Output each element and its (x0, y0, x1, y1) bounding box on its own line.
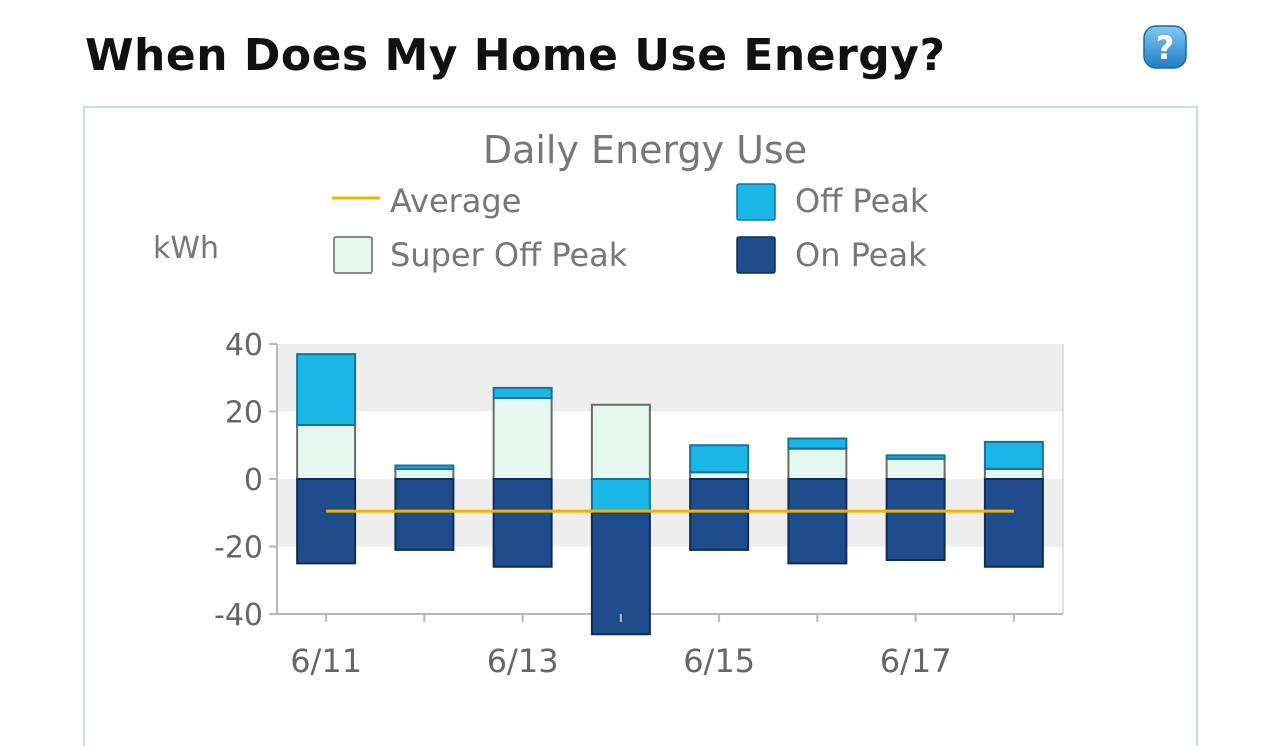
bar-super-off-peak (787, 447, 848, 480)
x-tick-label: 6/17 (880, 642, 952, 680)
bar-super-off-peak (296, 424, 357, 480)
grid-band (277, 344, 1063, 412)
bar-off-peak (787, 437, 848, 450)
bar-off-peak (885, 454, 946, 460)
plot-area: 40 20 0 -20 -40 6/11 6/13 6/15 6/17 (214, 328, 1064, 680)
legend-average-label: Average (390, 182, 521, 220)
bar-on-peak (394, 478, 455, 551)
help-question-mark-icon[interactable]: ? (1142, 24, 1188, 70)
bar-super-off-peak (492, 397, 553, 480)
legend-off-peak-swatch (736, 183, 776, 221)
legend-super-off-peak-label: Super Off Peak (390, 236, 628, 274)
bar-off-peak (590, 478, 651, 514)
y-tick-label: 40 (225, 328, 263, 363)
legend-super-off-peak-swatch (333, 236, 373, 274)
chart-panel: Daily Energy Use kWh Average Off Peak Su… (83, 106, 1198, 746)
x-tick-label: 6/15 (683, 642, 755, 680)
y-tick-label: 20 (225, 396, 263, 431)
y-tick-label: 0 (244, 463, 263, 498)
y-tick-label: -20 (214, 531, 263, 566)
y-axis-label: kWh (153, 231, 219, 266)
legend-on-peak-label: On Peak (795, 236, 927, 274)
bar-super-off-peak (885, 457, 946, 480)
bar-super-off-peak (394, 467, 455, 480)
bar-on-peak (983, 478, 1044, 568)
bar-off-peak (394, 464, 455, 470)
bar-on-peak (787, 478, 848, 565)
chart-legend: Average Off Peak Super Off Peak On Peak (332, 182, 929, 274)
bar-super-off-peak (689, 471, 750, 480)
x-tick-label: 6/11 (290, 642, 362, 680)
bar-off-peak (296, 353, 357, 426)
svg-text:?: ? (1156, 29, 1175, 67)
bar-super-off-peak (983, 467, 1044, 480)
bar-off-peak (689, 444, 750, 474)
y-tick-label: -40 (214, 598, 263, 633)
bar-on-peak (296, 478, 357, 565)
bar-on-peak (492, 478, 553, 568)
legend-on-peak-swatch (736, 236, 776, 274)
bar-off-peak (492, 386, 553, 399)
bar-super-off-peak (590, 403, 651, 480)
daily-energy-chart: Daily Energy Use kWh Average Off Peak Su… (153, 128, 1064, 680)
chart-title: Daily Energy Use (483, 128, 807, 172)
bar-off-peak (983, 440, 1044, 470)
bar-on-peak (689, 478, 750, 551)
bar-on-peak (885, 478, 946, 561)
legend-off-peak-label: Off Peak (795, 182, 929, 220)
x-tick-label: 6/13 (487, 642, 559, 680)
page-title: When Does My Home Use Energy? (85, 30, 946, 81)
